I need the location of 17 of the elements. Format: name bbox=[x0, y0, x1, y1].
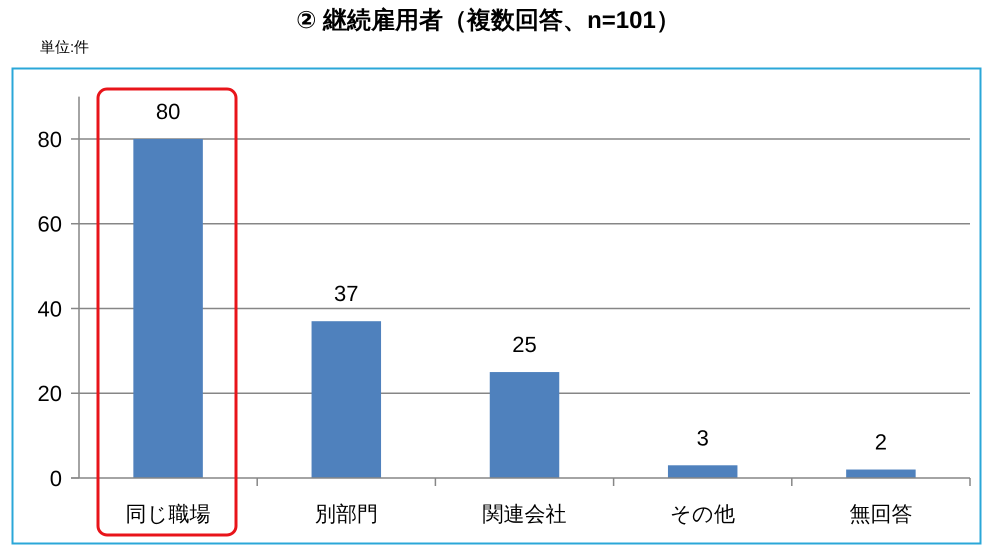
data-label: 80 bbox=[156, 98, 180, 124]
data-label: 37 bbox=[334, 281, 359, 306]
x-tick-label: 同じ職場 bbox=[126, 503, 211, 526]
x-tick-label: その他 bbox=[670, 503, 736, 526]
y-tick-label: 0 bbox=[50, 466, 62, 491]
chart-title: ② 継続雇用者（複数回答、n=101） bbox=[296, 7, 680, 34]
y-tick-label: 60 bbox=[38, 212, 62, 237]
y-tick-label: 20 bbox=[38, 381, 62, 406]
x-tick-label: 別部門 bbox=[314, 503, 378, 526]
x-tick-label: 無回答 bbox=[849, 503, 912, 526]
data-label: 25 bbox=[512, 332, 537, 358]
x-tick-label: 関連会社 bbox=[482, 503, 566, 526]
data-label: 2 bbox=[874, 430, 888, 455]
y-tick-label: 80 bbox=[38, 126, 62, 152]
y-axis-title: 単位:件 bbox=[40, 39, 90, 56]
data-label: 3 bbox=[696, 425, 709, 450]
y-tick-label: 40 bbox=[38, 296, 62, 322]
